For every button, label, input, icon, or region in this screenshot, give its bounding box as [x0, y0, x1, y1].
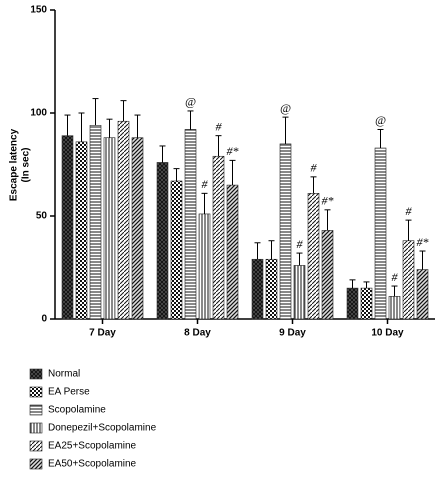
- bar: [89, 125, 102, 320]
- annotation: #*: [417, 235, 429, 249]
- bar: [226, 184, 239, 320]
- legend-swatch: [29, 404, 43, 416]
- legend-swatch: [29, 422, 43, 434]
- bar: [251, 258, 264, 320]
- legend-label: Scopolamine: [48, 405, 106, 416]
- y-tick-label: 100: [30, 108, 47, 119]
- bar: [321, 230, 334, 320]
- bar: [184, 129, 197, 320]
- annotation: #: [202, 177, 209, 191]
- annotation: #: [216, 119, 223, 133]
- legend-label: Normal: [48, 369, 80, 380]
- x-tick-label: 10 Day: [371, 328, 404, 339]
- bar: [279, 143, 292, 320]
- x-tick-label: 7 Day: [89, 328, 116, 339]
- legend-swatch: [29, 458, 43, 470]
- bar: [61, 135, 74, 320]
- legend-swatch: [29, 368, 43, 380]
- x-tick-label: 9 Day: [279, 328, 306, 339]
- annotation: #: [311, 161, 318, 175]
- bar: [212, 155, 225, 320]
- bar: [156, 162, 169, 320]
- x-tick-label: 8 Day: [184, 328, 211, 339]
- annotation: @: [280, 101, 291, 115]
- bar: [170, 180, 183, 320]
- bar: [131, 137, 144, 320]
- annotation: @: [185, 95, 196, 109]
- legend-label: EA50+Scopolamine: [48, 459, 137, 470]
- bar: [293, 265, 306, 320]
- bar: [388, 296, 401, 320]
- annotation: #*: [227, 144, 239, 158]
- legend-label: EA25+Scopolamine: [48, 441, 137, 452]
- bar: [416, 269, 429, 320]
- bar: [402, 240, 415, 320]
- y-axis-label: Escape latency: [9, 128, 20, 201]
- bar: [117, 120, 130, 320]
- legend-swatch: [29, 440, 43, 452]
- legend-swatch: [29, 386, 43, 398]
- annotation: #: [406, 204, 413, 218]
- bar: [75, 141, 88, 320]
- bar: [360, 287, 373, 320]
- bar: [103, 137, 116, 320]
- legend-label: Donepezil+Scopolamine: [48, 423, 157, 434]
- y-tick-label: 150: [30, 5, 47, 16]
- annotation: #*: [322, 194, 334, 208]
- legend-label: EA Perse: [48, 387, 90, 398]
- annotation: #: [392, 270, 399, 284]
- y-axis-label: (In sec): [21, 147, 32, 182]
- y-tick-label: 50: [36, 211, 48, 222]
- bar: [307, 193, 320, 320]
- annotation: @: [375, 113, 386, 127]
- bar: [374, 147, 387, 320]
- bar: [198, 213, 211, 320]
- bar: [346, 287, 359, 320]
- annotation: #: [297, 237, 304, 251]
- bar: [265, 258, 278, 320]
- y-tick-label: 0: [41, 314, 47, 325]
